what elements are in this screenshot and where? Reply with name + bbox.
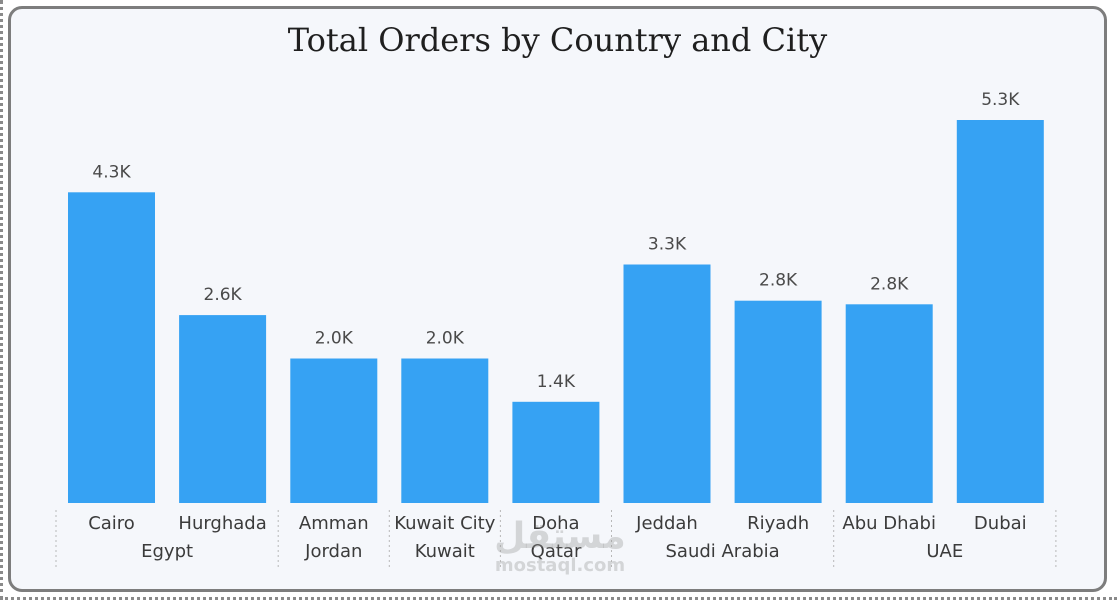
x-tick-label: Hurghada <box>178 513 266 534</box>
bar-hurghada[interactable] <box>179 315 267 503</box>
bar-amman[interactable] <box>290 358 378 504</box>
x-tick-label: Dubai <box>974 513 1027 534</box>
chart-title: Total Orders by Country and City <box>287 21 828 59</box>
x-group-label: Qatar <box>531 541 582 562</box>
bar-doha[interactable] <box>512 401 600 503</box>
x-tick-label: Amman <box>299 513 369 534</box>
x-tick-label: Kuwait City <box>394 513 495 534</box>
x-group-label: Egypt <box>141 541 193 562</box>
data-label: 1.4K <box>537 372 576 392</box>
data-label: 2.0K <box>315 329 354 349</box>
bar-dubai[interactable] <box>956 120 1044 503</box>
x-tick-label: Riyadh <box>747 513 809 534</box>
x-group-label: Saudi Arabia <box>665 541 779 562</box>
x-tick-label: Doha <box>532 513 579 534</box>
bar-abu-dhabi[interactable] <box>845 304 933 503</box>
x-group-label: Jordan <box>304 541 362 562</box>
bar-kuwait-city[interactable] <box>401 358 489 504</box>
data-label: 5.3K <box>981 90 1020 110</box>
data-label: 4.3K <box>92 162 131 182</box>
data-label: 2.8K <box>870 274 909 294</box>
x-tick-label: Cairo <box>88 513 135 534</box>
bar-jeddah[interactable] <box>623 264 711 504</box>
data-label: 2.6K <box>204 285 243 305</box>
data-label: 2.0K <box>426 329 465 349</box>
x-group-label: Kuwait <box>415 541 475 562</box>
x-group-label: UAE <box>926 541 963 562</box>
data-label: 2.8K <box>759 271 798 291</box>
x-tick-label: Jeddah <box>635 513 698 534</box>
x-tick-label: Abu Dhabi <box>842 513 936 534</box>
bar-cairo[interactable] <box>68 192 155 504</box>
bar-riyadh[interactable] <box>734 300 822 503</box>
data-label: 3.3K <box>648 235 687 255</box>
